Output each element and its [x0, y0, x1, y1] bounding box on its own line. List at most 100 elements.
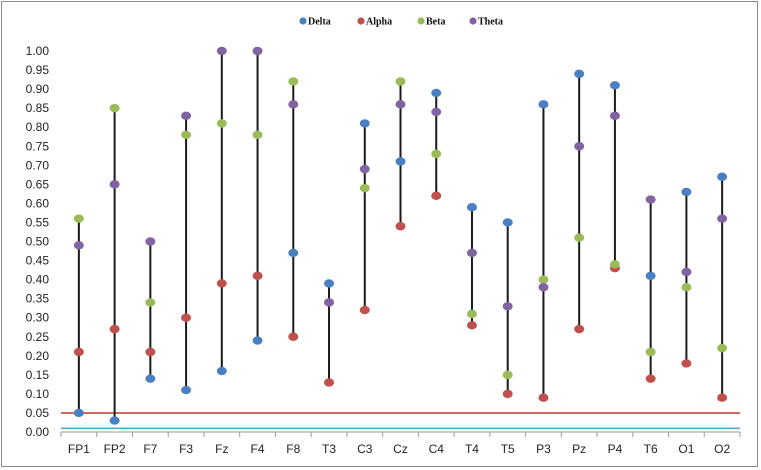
x-tick-label: FP1: [68, 442, 90, 456]
point-beta-P4: [609, 260, 620, 269]
point-beta-F8: [288, 77, 299, 86]
point-alpha-FP1: [73, 347, 84, 357]
point-delta-P3: [538, 100, 549, 109]
point-delta-F3: [181, 385, 192, 395]
point-delta-FP1: [73, 408, 84, 418]
point-beta-F3: [181, 130, 192, 140]
point-delta-O1: [681, 187, 692, 197]
x-tick-label: Fz: [215, 442, 228, 456]
point-beta-FP1: [73, 214, 84, 223]
point-beta-F7: [145, 298, 156, 307]
point-alpha-F8: [288, 332, 299, 341]
x-tick-label: T3: [322, 442, 336, 456]
point-theta-T6: [645, 195, 656, 204]
point-alpha-P3: [538, 393, 549, 402]
legend-marker-delta: [299, 17, 307, 25]
point-alpha-O1: [681, 359, 692, 368]
y-tick-label: 0.05: [26, 406, 50, 420]
point-theta-T3: [324, 298, 335, 307]
point-beta-C3: [359, 183, 370, 193]
point-theta-O2: [717, 214, 728, 223]
point-delta-T4: [466, 203, 477, 212]
point-alpha-T3: [324, 378, 335, 387]
y-tick-label: 0.65: [26, 177, 50, 191]
x-tick-label: T6: [644, 442, 658, 456]
point-delta-O2: [717, 172, 728, 181]
y-tick-label: 0.95: [26, 63, 50, 77]
legend-marker-theta: [469, 17, 477, 25]
point-alpha-F4: [252, 271, 263, 280]
x-tick-label: F8: [286, 442, 300, 456]
y-tick-label: 0.90: [26, 82, 50, 96]
point-theta-C4: [431, 107, 442, 117]
point-delta-T3: [324, 279, 335, 288]
point-delta-T5: [502, 218, 513, 227]
point-alpha-F3: [181, 313, 192, 322]
y-tick-label: 0.50: [26, 235, 50, 249]
point-alpha-Fz: [216, 279, 227, 288]
point-alpha-O2: [717, 393, 728, 402]
point-alpha-C4: [431, 191, 442, 200]
point-beta-Cz: [395, 77, 406, 86]
y-tick-label: 0.30: [26, 311, 50, 325]
y-tick-label: 0.55: [26, 215, 50, 229]
point-theta-P3: [538, 283, 549, 292]
point-beta-T4: [466, 309, 477, 319]
point-alpha-FP2: [109, 324, 120, 334]
legend-label-alpha: Alpha: [366, 17, 392, 28]
point-beta-T5: [502, 370, 513, 380]
point-theta-T5: [502, 302, 513, 311]
point-delta-P4: [609, 81, 620, 90]
point-alpha-T4: [466, 321, 477, 330]
point-delta-Pz: [574, 69, 585, 79]
legend-label-theta: Theta: [478, 17, 503, 28]
point-beta-F4: [252, 130, 263, 140]
y-tick-label: 0.35: [26, 292, 50, 306]
y-tick-label: 0.75: [26, 139, 50, 153]
y-tick-label: 0.70: [26, 158, 50, 172]
x-tick-label: T5: [501, 442, 515, 456]
x-tick-label: P3: [536, 442, 551, 456]
point-alpha-T6: [645, 374, 656, 383]
legend-marker-alpha: [357, 17, 365, 25]
x-tick-label: T4: [465, 442, 479, 456]
point-theta-FP2: [109, 180, 120, 189]
point-delta-Fz: [216, 366, 227, 376]
y-tick-label: 0.80: [26, 120, 50, 134]
legend-marker-beta: [417, 17, 425, 25]
x-tick-label: Cz: [393, 442, 408, 456]
x-tick-label: Pz: [572, 442, 586, 456]
point-theta-F7: [145, 237, 156, 246]
point-alpha-T5: [502, 389, 513, 399]
x-tick-label: P4: [608, 442, 623, 456]
point-beta-T6: [645, 347, 656, 357]
y-tick-label: 0.25: [26, 330, 50, 344]
point-delta-C3: [359, 119, 370, 128]
point-beta-O2: [717, 343, 728, 353]
y-tick-label: 0.20: [26, 349, 50, 363]
x-tick-label: F7: [143, 442, 157, 456]
point-delta-F8: [288, 248, 299, 258]
y-tick-label: 0.00: [26, 425, 50, 439]
y-tick-label: 0.40: [26, 273, 50, 287]
x-tick-label: C4: [429, 442, 445, 456]
point-theta-T4: [466, 248, 477, 258]
legend-label-beta: Beta: [426, 17, 445, 28]
point-beta-Fz: [216, 119, 227, 128]
point-theta-O1: [681, 267, 692, 277]
point-alpha-Cz: [395, 222, 406, 231]
point-beta-P3: [538, 275, 549, 284]
x-tick-label: O2: [714, 442, 730, 456]
x-tick-label: O1: [678, 442, 694, 456]
point-theta-Pz: [574, 142, 585, 151]
point-delta-F4: [252, 336, 263, 345]
y-tick-label: 0.15: [26, 368, 50, 382]
x-tick-label: F3: [179, 442, 193, 456]
point-beta-O1: [681, 283, 692, 292]
x-tick-label: F4: [251, 442, 265, 456]
point-delta-T6: [645, 271, 656, 280]
y-tick-label: 0.60: [26, 196, 50, 210]
point-delta-Cz: [395, 157, 406, 166]
